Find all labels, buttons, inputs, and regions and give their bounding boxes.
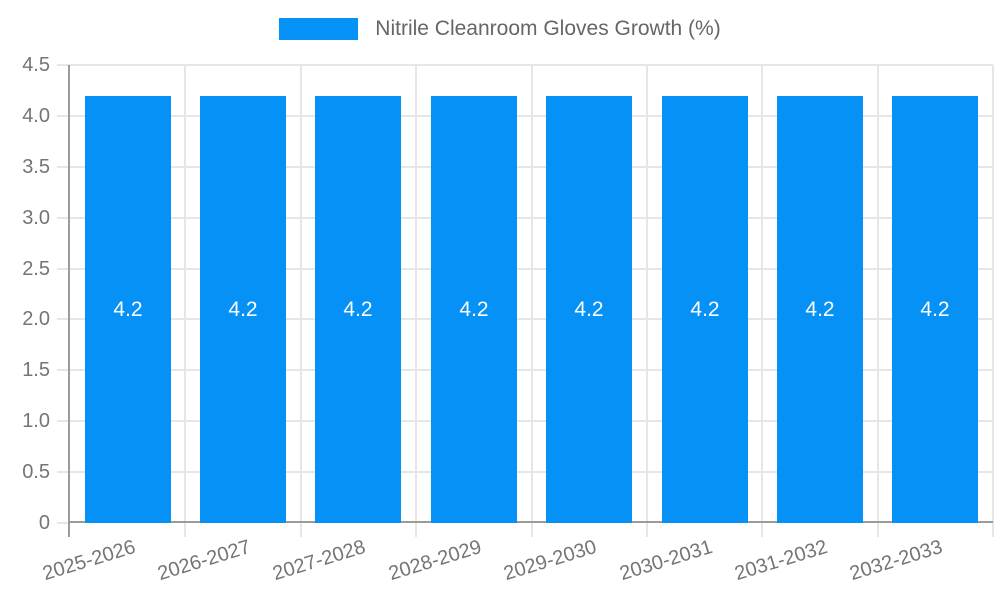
y-axis-tick [57,217,70,219]
y-axis-tick [57,166,70,168]
bar-value-label: 4.2 [343,297,373,321]
x-axis-line [68,521,993,523]
x-tick-label: 2026-2027 [155,536,254,586]
legend-color-swatch [279,18,359,40]
y-axis-tick [57,115,70,117]
bar[interactable]: 4.2 [431,96,517,523]
bar-value-label: 4.2 [113,297,143,321]
y-axis-line [68,65,70,537]
bar[interactable]: 4.2 [662,96,748,523]
bar[interactable]: 4.2 [200,96,286,523]
x-tick-label: 2025-2026 [40,536,139,586]
bar[interactable]: 4.2 [777,96,863,523]
bar[interactable]: 4.2 [85,96,171,523]
x-tick-label: 2027-2028 [270,536,369,586]
x-axis-tick [300,523,302,537]
y-tick-label: 2.5 [22,258,50,280]
x-gridline [646,65,648,523]
legend-series-label: Nitrile Cleanroom Gloves Growth (%) [375,17,721,40]
y-tick-label: 1.0 [22,410,50,432]
x-gridline [761,65,763,523]
x-gridline [992,65,994,523]
y-tick-label: 3.5 [22,156,50,178]
legend-item[interactable]: Nitrile Cleanroom Gloves Growth (%) [279,17,721,41]
y-tick-label: 0.5 [22,461,50,483]
y-axis-tick [57,471,70,473]
y-tick-label: 1.5 [22,359,50,381]
bar-value-label: 4.2 [459,297,489,321]
x-tick-label: 2030-2031 [617,536,716,586]
bar[interactable]: 4.2 [892,96,978,523]
y-tick-label: 3.0 [22,207,50,229]
y-axis-tick [57,420,70,422]
y-axis-tick [57,522,70,524]
bar[interactable]: 4.2 [315,96,401,523]
y-tick-label: 0 [38,512,50,534]
x-axis-tick [184,523,186,537]
y-tick-label: 4.5 [22,54,50,76]
bar-value-label: 4.2 [574,297,604,321]
x-axis-tick [877,523,879,537]
y-axis-tick [57,64,70,66]
x-gridline [531,65,533,523]
y-axis-tick [57,268,70,270]
x-gridline [300,65,302,523]
bar-value-label: 4.2 [805,297,835,321]
bar-value-label: 4.2 [920,297,950,321]
x-axis-tick [992,523,994,537]
y-tick-label: 2.0 [22,308,50,330]
x-axis-tick [761,523,763,537]
y-axis-tick [57,369,70,371]
x-axis-tick [415,523,417,537]
x-gridline [877,65,879,523]
y-tick-label: 4.0 [22,105,50,127]
bar[interactable]: 4.2 [546,96,632,523]
x-gridline [184,65,186,523]
x-axis-tick [646,523,648,537]
bar-value-label: 4.2 [228,297,258,321]
x-axis-tick [531,523,533,537]
y-axis-tick [57,318,70,320]
bar-value-label: 4.2 [690,297,720,321]
x-tick-label: 2032-2033 [847,536,946,586]
x-tick-label: 2031-2032 [732,536,831,586]
chart-legend: Nitrile Cleanroom Gloves Growth (%) [0,17,1000,41]
x-tick-label: 2029-2030 [501,536,600,586]
x-gridline [415,65,417,523]
x-tick-label: 2028-2029 [386,536,485,586]
